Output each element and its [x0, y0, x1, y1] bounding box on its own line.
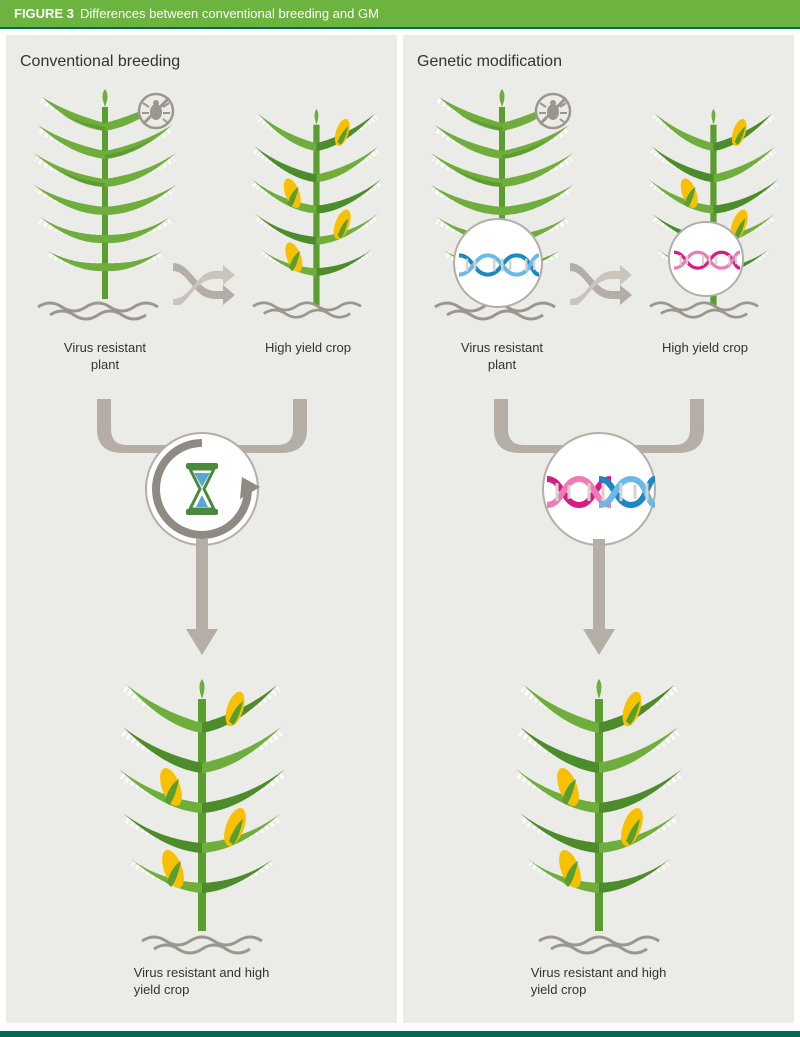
left-row-parents: Virus resistantplant High yield crop	[20, 79, 383, 399]
arrow-down-left	[182, 539, 222, 659]
separator-bottom	[0, 1031, 800, 1037]
corn-plant-small-dna-icon	[630, 109, 780, 329]
time-badge	[142, 429, 262, 549]
cross-arrows-right	[564, 249, 634, 310]
left-result: Virus resistant and highyield crop	[20, 679, 383, 1009]
right-plant-high-yield: High yield crop	[630, 109, 780, 357]
panel-gm: Genetic modification Virus resistantplan…	[403, 35, 794, 1023]
left-plant-virus-resistant: Virus resistantplant	[20, 89, 190, 374]
right-row-parents: Virus resistantplant High yield crop	[417, 79, 780, 399]
result-plant-right-icon	[489, 679, 709, 959]
left-result-label: Virus resistant and highyield crop	[134, 965, 270, 999]
panels-row: Conventional breeding Virus resistantpla…	[0, 29, 800, 1029]
right-plant-virus-resistant: Virus resistantplant	[417, 89, 587, 374]
wild-plant-icon	[20, 89, 190, 329]
right-result: Virus resistant and highyield crop	[417, 679, 780, 1009]
figure-title-bar: FIGURE 3 Differences between conventional…	[0, 0, 800, 27]
right-plant-a-label: Virus resistantplant	[417, 340, 587, 374]
arrow-down-right	[579, 539, 619, 659]
cross-arrows-left	[167, 249, 237, 310]
figure-title: Differences between conventional breedin…	[80, 6, 379, 21]
left-plant-high-yield: High yield crop	[233, 109, 383, 357]
left-plant-b-label: High yield crop	[233, 340, 383, 357]
corn-plant-small-icon	[233, 109, 383, 329]
panel-title-right: Genetic modification	[417, 53, 780, 71]
right-result-label: Virus resistant and highyield crop	[531, 965, 667, 999]
dna-combined-badge	[539, 429, 659, 549]
right-merge-stage	[417, 399, 780, 679]
panel-title-left: Conventional breeding	[20, 53, 383, 71]
figure-container: FIGURE 3 Differences between conventional…	[0, 0, 800, 1037]
left-plant-a-label: Virus resistantplant	[20, 340, 190, 374]
figure-label: FIGURE 3	[14, 6, 74, 21]
wild-plant-dna-icon	[417, 89, 587, 329]
panel-conventional: Conventional breeding Virus resistantpla…	[6, 35, 397, 1023]
left-merge-stage	[20, 399, 383, 679]
right-plant-b-label: High yield crop	[630, 340, 780, 357]
result-plant-left-icon	[92, 679, 312, 959]
